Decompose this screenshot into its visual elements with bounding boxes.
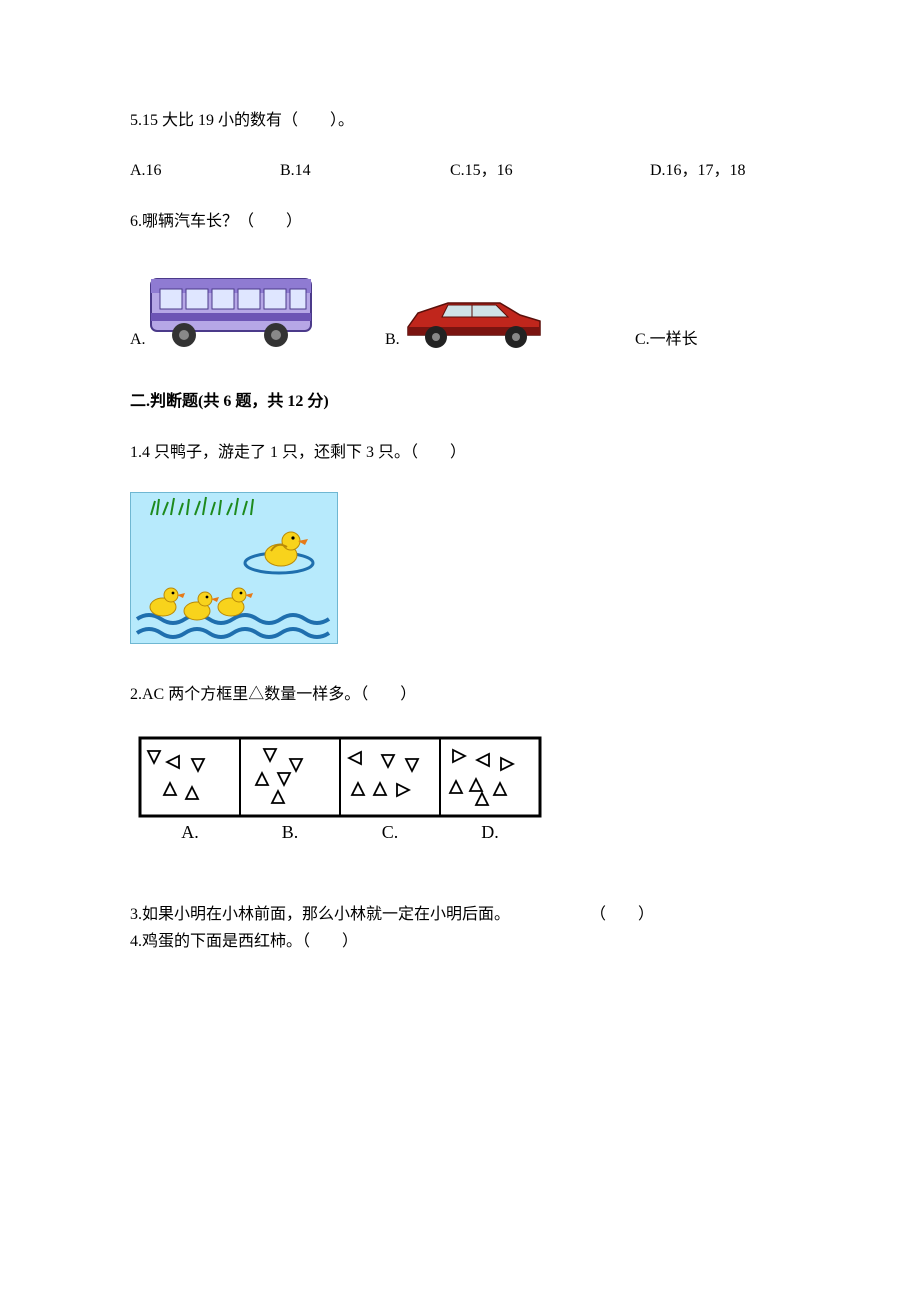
worksheet-page: 5.15 大比 19 小的数有（ ）。 A.16 B.14 C.15，16 D.… <box>0 0 920 1041</box>
ducks-icon <box>131 493 337 643</box>
q5-options: A.16 B.14 C.15，16 D.16，17，18 <box>130 160 800 182</box>
j1-stem: 1.4 只鸭子，游走了 1 只，还剩下 3 只。（ ） <box>130 442 800 464</box>
svg-text:B.: B. <box>282 822 299 842</box>
j4-stem: 4.鸡蛋的下面是西红柿。（ ） <box>130 931 800 953</box>
car-icon <box>400 291 550 351</box>
q6-opt-b: B. <box>385 291 635 351</box>
svg-text:D.: D. <box>481 822 499 842</box>
q6-opt-b-label: B. <box>385 329 400 351</box>
q5-opt-a: A.16 <box>130 160 280 182</box>
q6-options: A. B. <box>130 261 800 351</box>
q6-opt-c: C.一样长 <box>635 329 698 351</box>
q6-stem: 6.哪辆汽车长？（ ） <box>130 211 800 233</box>
j3-blank: （ ） <box>590 904 654 926</box>
q6-opt-a: A. <box>130 261 385 351</box>
j3-text: 3.如果小明在小林前面，那么小林就一定在小明后面。 <box>130 904 590 926</box>
q6-opt-a-label: A. <box>130 329 146 351</box>
svg-text:C.: C. <box>382 822 399 842</box>
svg-text:A.: A. <box>181 822 199 842</box>
section2-title: 二.判断题(共 6 题，共 12 分) <box>130 391 800 413</box>
j3-line: 3.如果小明在小林前面，那么小林就一定在小明后面。 （ ） <box>130 904 800 926</box>
q5-opt-c: C.15，16 <box>450 160 650 182</box>
q6-opt-c-label: C.一样长 <box>635 329 698 351</box>
q5-opt-b: B.14 <box>280 160 450 182</box>
ducks-figure <box>130 492 338 644</box>
bus-icon <box>146 261 316 351</box>
j2-stem: 2.AC 两个方框里△数量一样多。（ ） <box>130 684 800 706</box>
triangles-icon: A. B. C. D. <box>130 734 570 854</box>
triangles-figure: A. B. C. D. <box>130 734 800 854</box>
q5-stem: 5.15 大比 19 小的数有（ ）。 <box>130 110 800 132</box>
q5-opt-d: D.16，17，18 <box>650 160 746 182</box>
